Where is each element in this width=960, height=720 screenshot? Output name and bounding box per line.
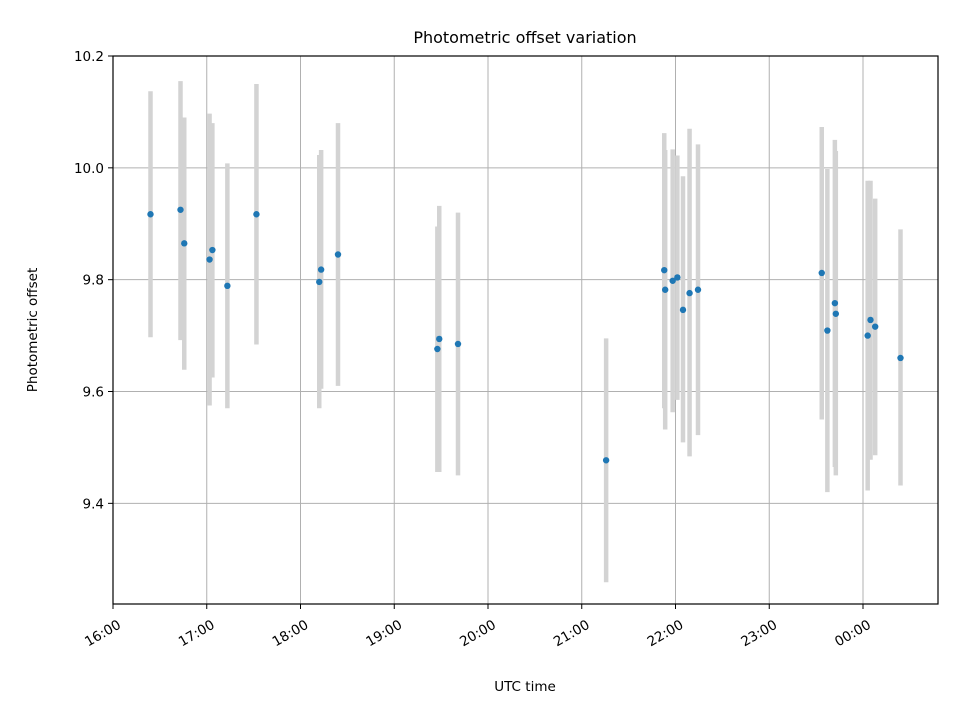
x-tick-label: 21:00 xyxy=(551,617,593,650)
x-tick-label: 00:00 xyxy=(832,617,874,650)
chart-title: Photometric offset variation xyxy=(413,28,636,47)
data-point xyxy=(253,211,260,218)
grid xyxy=(112,55,938,604)
data-point xyxy=(316,278,323,286)
error-bars xyxy=(148,81,903,583)
y-axis-ticks: 9.4 9.6 9.8 10.0 10.2 xyxy=(74,49,113,512)
x-axis-label: UTC time xyxy=(494,679,556,695)
y-tick-label: 9.6 xyxy=(83,385,104,401)
data-point xyxy=(824,327,831,334)
data-point xyxy=(871,323,879,330)
x-tick-label: 17:00 xyxy=(176,617,218,650)
data-point xyxy=(436,335,443,343)
x-tick-label: 22:00 xyxy=(645,617,687,650)
data-point xyxy=(832,310,840,317)
data-point xyxy=(181,240,188,247)
y-tick-label: 9.4 xyxy=(83,496,104,512)
data-point xyxy=(602,457,610,464)
y-tick-label: 9.8 xyxy=(83,273,104,289)
data-points xyxy=(147,206,904,464)
data-point xyxy=(177,206,184,213)
data-point xyxy=(674,274,681,281)
data-point xyxy=(867,316,874,324)
data-point xyxy=(818,269,825,277)
x-tick-label: 19:00 xyxy=(363,617,405,650)
data-point xyxy=(669,277,676,284)
y-tick-label: 10.2 xyxy=(74,49,104,65)
y-tick-label: 10.0 xyxy=(74,161,104,177)
x-axis-ticks: 16:00 17:00 18:00 19:00 20:00 21:00 22:00 23:00… xyxy=(82,604,874,650)
data-point xyxy=(679,306,687,314)
data-point xyxy=(831,299,839,307)
data-point xyxy=(317,266,325,273)
data-point xyxy=(864,332,871,339)
data-point xyxy=(334,251,342,258)
x-tick-label: 18:00 xyxy=(270,617,312,650)
data-point xyxy=(661,286,669,293)
x-tick-label: 16:00 xyxy=(82,617,124,650)
data-point xyxy=(147,211,154,218)
data-point xyxy=(686,289,693,297)
data-point xyxy=(661,266,668,274)
x-tick-label: 20:00 xyxy=(457,617,499,650)
data-point xyxy=(454,340,462,348)
data-point xyxy=(224,282,231,290)
x-tick-label: 23:00 xyxy=(738,617,780,650)
plot-frame xyxy=(112,55,939,605)
y-axis-label: Photometric offset xyxy=(25,268,41,392)
data-point xyxy=(434,345,441,353)
data-point xyxy=(209,246,216,254)
data-point xyxy=(694,286,702,293)
data-point xyxy=(206,256,213,263)
data-point xyxy=(897,354,904,362)
